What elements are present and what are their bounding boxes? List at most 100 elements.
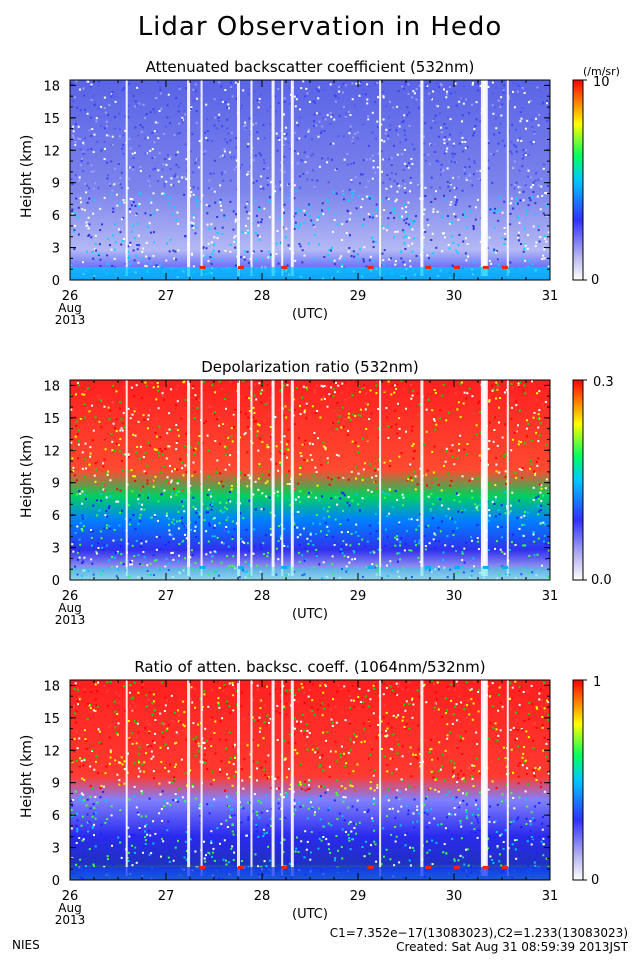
- panel-1-boundary-layer: [70, 267, 550, 280]
- panel-3-gap: [237, 680, 240, 876]
- y-tick-label: 12: [43, 744, 60, 759]
- panel-1-cloud-spot: [482, 265, 489, 269]
- panel-2-cloud-spot: [425, 565, 432, 569]
- panel-3-cloud-spot: [281, 865, 288, 869]
- panel-2-gap: [482, 380, 488, 576]
- panel-1-gap: [200, 80, 203, 276]
- panel-2-cloud-spot: [367, 565, 374, 569]
- panel-2-gap: [420, 380, 424, 576]
- x-axis-label: (UTC): [292, 907, 328, 922]
- y-tick-label: 12: [43, 444, 60, 459]
- panel-1-cloud-spot: [425, 265, 432, 269]
- x-tick-label: 29: [350, 889, 367, 904]
- x-tick-label: 30: [446, 889, 463, 904]
- x-tick-label: 30: [446, 589, 463, 604]
- y-tick-label: 3: [52, 242, 60, 257]
- x-tick-label: 30: [446, 289, 463, 304]
- panel-3-boundary-layer: [70, 867, 550, 880]
- panel-2-gap: [290, 380, 294, 576]
- page-title: Lidar Observation in Hedo: [137, 12, 503, 42]
- panel-1-gap: [281, 80, 284, 276]
- colorbar-bottom-label: 0: [591, 273, 599, 288]
- x-axis-label: (UTC): [292, 607, 328, 622]
- x-date-label: 2013: [55, 613, 86, 627]
- panel-1-gap: [250, 80, 253, 276]
- panel-1-gap: [271, 80, 275, 276]
- panel-3-cloud-spot: [238, 865, 244, 869]
- panel-3-cloud-spot: [454, 865, 460, 869]
- panel-3-gap: [187, 680, 191, 876]
- x-date-label: Aug: [58, 901, 81, 915]
- y-tick-label: 9: [52, 177, 60, 192]
- y-tick-label: 6: [52, 209, 60, 224]
- x-tick-label: 27: [158, 289, 175, 304]
- x-tick-label: 31: [542, 889, 559, 904]
- panel-3-cloud-spot: [482, 865, 489, 869]
- panel-1-field: [70, 80, 550, 280]
- x-tick-label: 26: [62, 889, 79, 904]
- panel-2-gap: [271, 380, 275, 576]
- panel-3-cloud-spot: [199, 865, 206, 869]
- y-tick-label: 12: [43, 144, 60, 159]
- y-tick-label: 15: [43, 712, 60, 727]
- footer-constants: C1=7.352e−17(13083023),C2=1.233(13083023…: [329, 926, 628, 940]
- panel-3-cloud-spot: [425, 865, 432, 869]
- x-tick-label: 28: [254, 289, 271, 304]
- y-tick-label: 9: [52, 777, 60, 792]
- x-tick-label: 31: [542, 289, 559, 304]
- panel-1-gap: [379, 80, 382, 276]
- panel-1-gap: [482, 80, 488, 276]
- colorbar-unit-label: (/m/sr): [583, 65, 620, 78]
- panel-3-gap: [200, 680, 203, 876]
- panel-2-cloud-spot: [281, 565, 288, 569]
- y-tick-label: 6: [52, 509, 60, 524]
- x-date-label: 2013: [55, 913, 86, 927]
- y-tick-label: 15: [43, 112, 60, 127]
- y-tick-label: 15: [43, 412, 60, 427]
- panel-3-gap: [420, 680, 424, 876]
- panel-3-gap: [125, 680, 128, 876]
- panel-2-gap: [281, 380, 284, 576]
- panel-1-cloud-spot: [199, 265, 206, 269]
- colorbar-bottom-label: 0: [591, 873, 599, 888]
- panel-2-gap: [250, 380, 253, 576]
- panel-2-gap: [379, 380, 382, 576]
- y-tick-label: 18: [43, 679, 60, 694]
- panel-3-cloud-spot: [367, 865, 374, 869]
- panel-2-cloud-spot: [454, 565, 460, 569]
- x-tick-label: 28: [254, 589, 271, 604]
- panel-1-gap: [237, 80, 240, 276]
- panel-2-cloud-spot: [238, 565, 244, 569]
- panel-3-cloud-spot: [502, 865, 508, 869]
- y-tick-label: 0: [52, 574, 60, 589]
- x-tick-label: 27: [158, 889, 175, 904]
- y-tick-label: 18: [43, 379, 60, 394]
- panel-3-gap: [281, 680, 284, 876]
- panel-3-gap: [506, 680, 509, 876]
- y-tick-label: 0: [52, 874, 60, 889]
- panel-2-gap: [237, 380, 240, 576]
- panel-1-cloud-spot: [367, 265, 374, 269]
- footer-institution: NIES: [12, 938, 40, 952]
- panel-2-title: Depolarization ratio (532nm): [201, 358, 419, 376]
- panel-2-gap: [506, 380, 509, 576]
- panel-2-gap: [187, 380, 191, 576]
- panel-1-cloud-spot: [281, 265, 288, 269]
- colorbar-bottom-label: 0.0: [591, 573, 612, 588]
- panel-2-cloud-spot: [502, 565, 508, 569]
- y-tick-label: 18: [43, 79, 60, 94]
- x-date-label: 2013: [55, 313, 86, 327]
- panel-2-cloud-spot: [482, 565, 489, 569]
- panel-1-gap: [420, 80, 424, 276]
- panel-2-gap: [200, 380, 203, 576]
- colorbar-top-label: 10: [593, 75, 610, 90]
- panel-1-title: Attenuated backscatter coefficient (532n…: [145, 58, 475, 76]
- panel-3-gap: [271, 680, 275, 876]
- panel-3-gap: [250, 680, 253, 876]
- x-axis-label: (UTC): [292, 307, 328, 322]
- panel-3-gap: [290, 680, 294, 876]
